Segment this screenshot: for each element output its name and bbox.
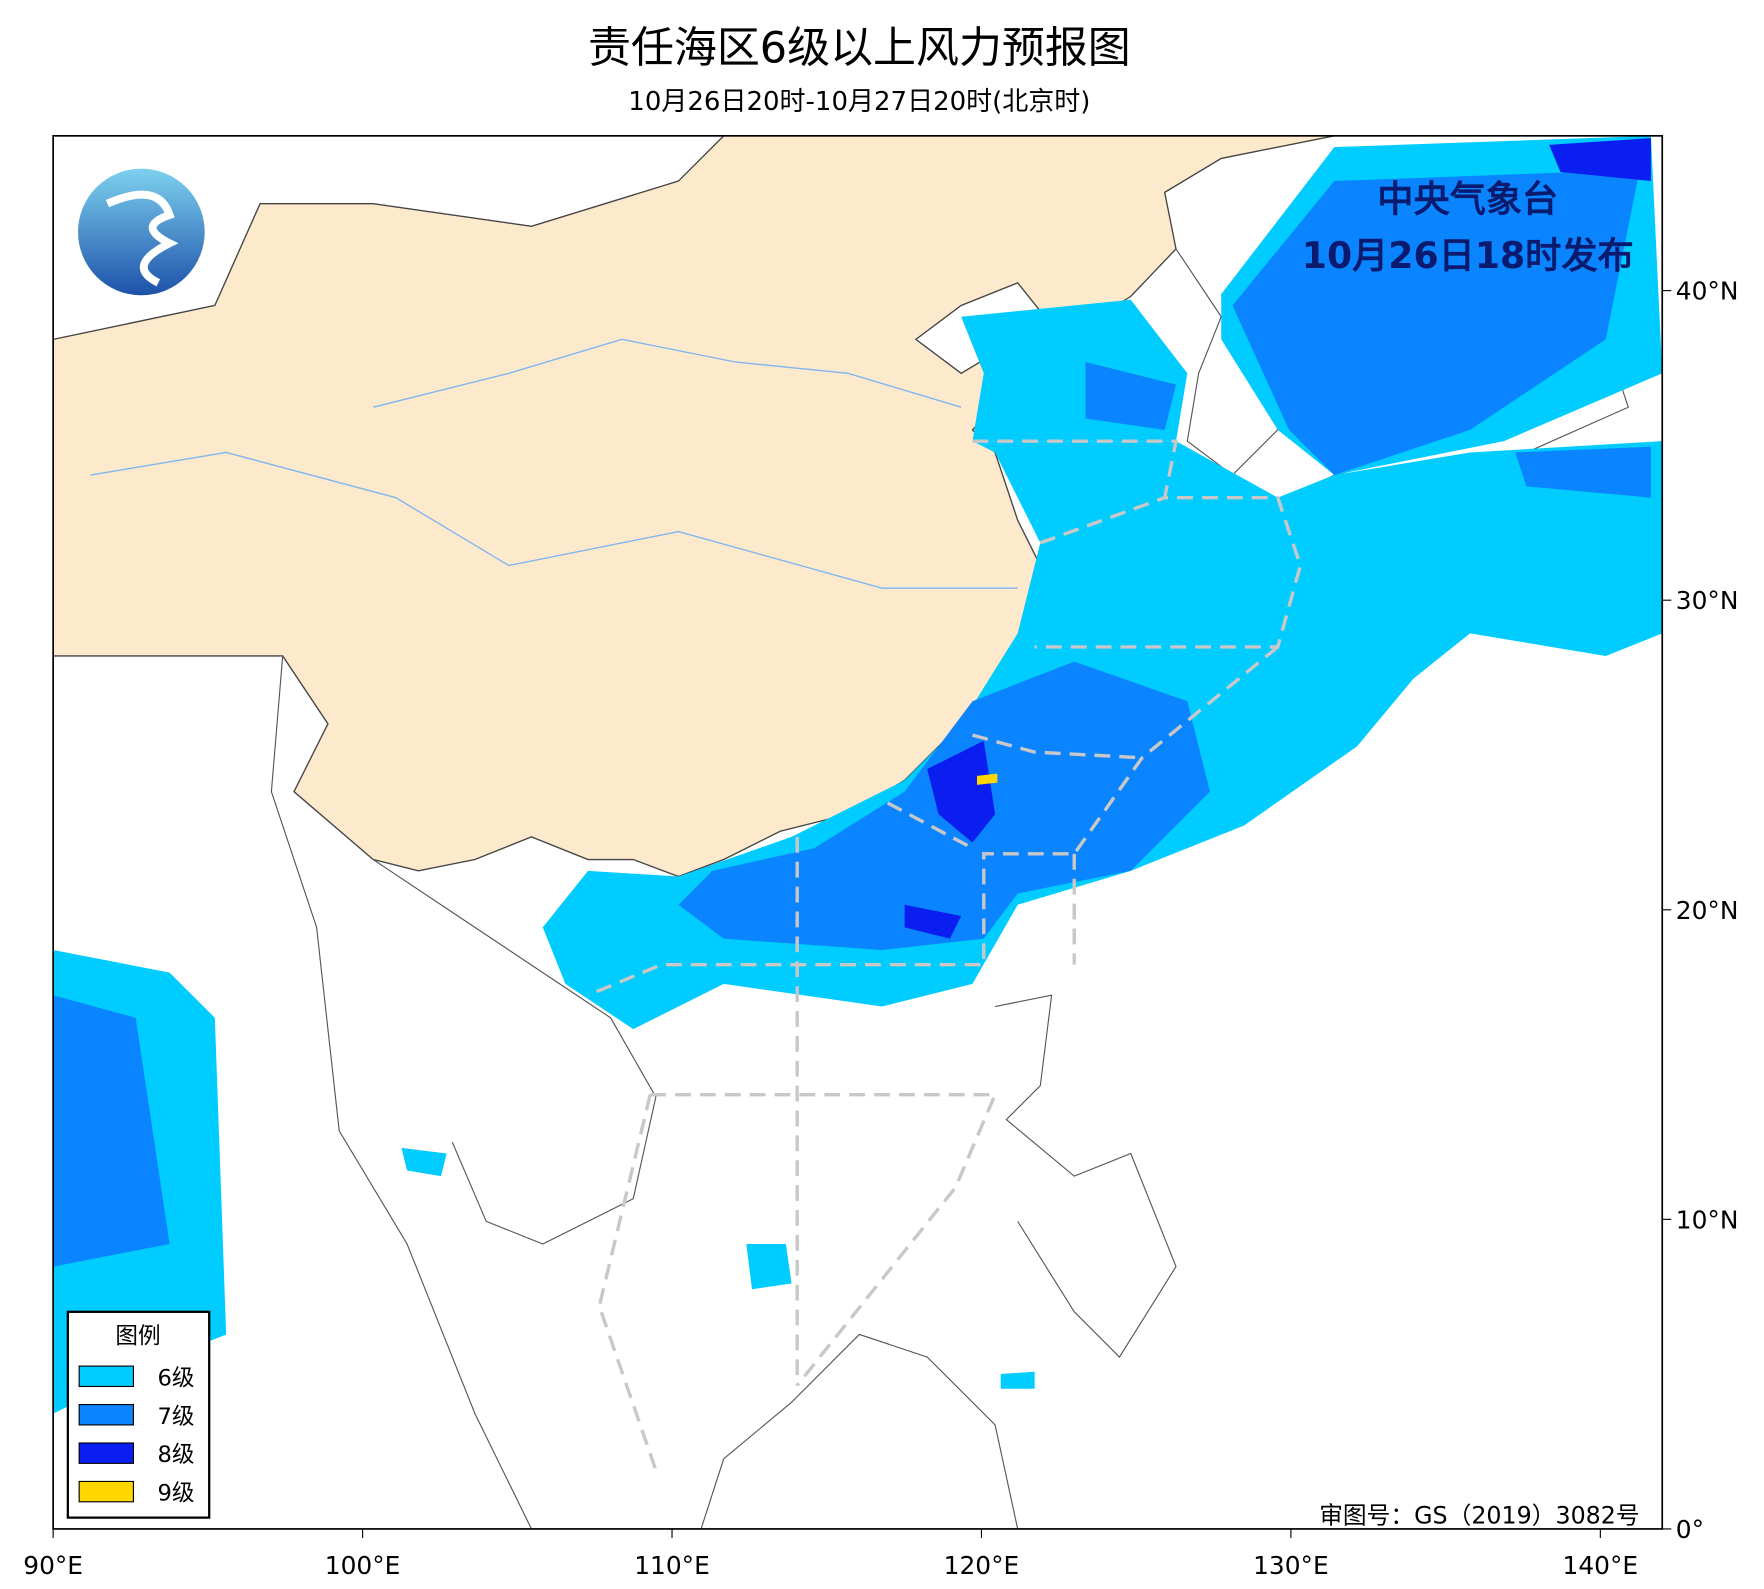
legend-label: 9级 <box>157 1481 194 1507</box>
x-tick-label: 100°E <box>325 1551 401 1580</box>
y-tick-label: 20°N <box>1676 896 1739 925</box>
map-title: 责任海区6级以上风力预报图 <box>588 23 1131 73</box>
y-tick-label: 40°N <box>1676 277 1739 306</box>
logo <box>73 164 210 300</box>
map-frame <box>52 134 1664 1530</box>
logo-mark <box>105 190 179 287</box>
wind-areas <box>53 135 1663 1414</box>
x-tick-label: 140°E <box>1563 1551 1639 1580</box>
x-tick-label: 90°E <box>23 1551 83 1580</box>
borneo <box>700 1333 1019 1529</box>
wind-area <box>1549 138 1651 182</box>
legend-title: 图例 <box>115 1323 160 1349</box>
map-subtitle: 10月26日20时-10月27日20时(北京时) <box>628 87 1090 117</box>
x-tick-label: 110°E <box>634 1551 710 1580</box>
wind-area <box>927 740 996 843</box>
legend: 图例 6级 7级 8级 9级 <box>66 1310 211 1519</box>
wind-area <box>53 995 170 1267</box>
legend-label: 6级 <box>157 1365 194 1391</box>
zone-boundary <box>587 439 1303 1471</box>
river <box>372 338 962 408</box>
y-tick-label: 0° <box>1676 1515 1704 1544</box>
wind-area <box>401 1147 447 1177</box>
wind-area <box>746 1243 792 1290</box>
legend-label: 7级 <box>157 1404 194 1430</box>
axes: 90°E 100°E 110°E 120°E 130°E 140°E 0° 10°N 20°N 3… <box>23 277 1738 1581</box>
legend-swatch <box>78 1403 134 1426</box>
philippines <box>994 994 1177 1358</box>
river <box>90 451 1018 589</box>
wind-area <box>1515 446 1651 498</box>
wind-area <box>1232 169 1640 476</box>
legend-swatch <box>78 1365 134 1388</box>
x-tick-label: 120°E <box>944 1551 1020 1580</box>
y-tick-label: 30°N <box>1676 586 1739 615</box>
review-number: 审图号：GS（2019）3082号 <box>1319 1501 1639 1529</box>
wind-area <box>976 773 998 785</box>
x-tick-label: 130°E <box>1253 1551 1329 1580</box>
y-tick-label: 10°N <box>1676 1205 1739 1234</box>
wind-area <box>1000 1371 1035 1389</box>
indochina <box>270 655 657 1529</box>
wind-area <box>1085 361 1176 430</box>
legend-label: 8级 <box>157 1442 194 1468</box>
legend-swatch <box>78 1442 134 1464</box>
issue-time: 10月26日18时发布 <box>1302 234 1634 277</box>
legend-swatch <box>78 1480 134 1503</box>
map-area: 中央气象台 10月26日18时发布 审图号：GS（2019）3082号 <box>53 135 1663 1529</box>
issuer: 中央气象台 <box>1377 178 1558 221</box>
wind-area <box>904 904 962 939</box>
